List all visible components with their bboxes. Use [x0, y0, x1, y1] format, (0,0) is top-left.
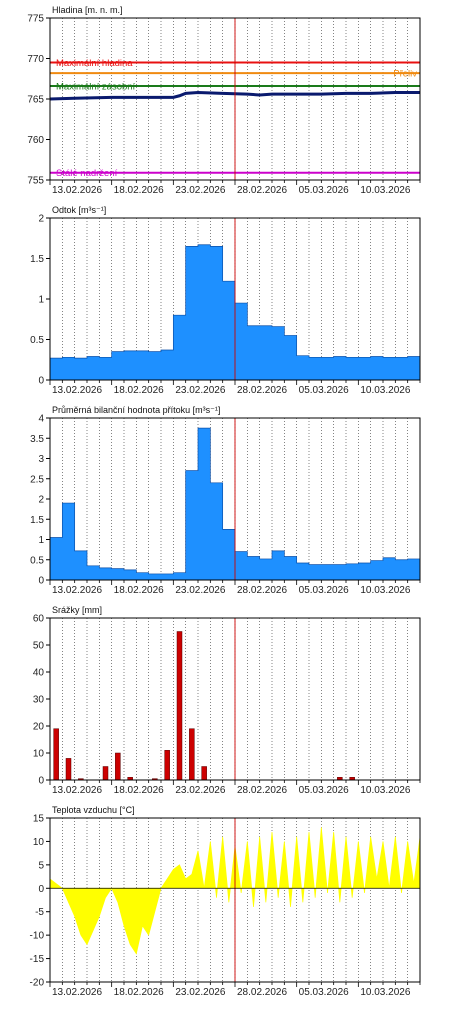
x-tick-label: 18.02.2026: [114, 785, 164, 796]
x-tick-label: 10.03.2026: [360, 785, 410, 796]
reference-label: Stálé nadržení: [56, 168, 118, 179]
x-tick-label: 18.02.2026: [114, 185, 164, 196]
x-tick-label: 28.02.2026: [237, 585, 287, 596]
y-tick-label: 755: [27, 176, 44, 187]
x-tick-label: 13.02.2026: [52, 385, 102, 396]
series-area: [49, 827, 421, 955]
reference-label: Maximální zásobní: [56, 82, 136, 93]
y-tick-label: -15: [30, 954, 45, 965]
y-tick-label: 2: [38, 495, 44, 506]
rain-bar: [176, 631, 183, 781]
y-tick-label: 3: [38, 454, 44, 465]
x-tick-label: 10.03.2026: [360, 385, 410, 396]
x-tick-label: 10.03.2026: [360, 185, 410, 196]
y-tick-label: 50: [33, 641, 45, 652]
y-tick-label: 770: [27, 54, 44, 65]
x-tick-label: 23.02.2026: [175, 185, 225, 196]
y-tick-label: -20: [30, 978, 45, 989]
x-tick-label: 13.02.2026: [52, 987, 102, 998]
x-tick-label: 13.02.2026: [52, 785, 102, 796]
y-tick-label: 0: [38, 576, 44, 587]
y-tick-label: 3.5: [30, 434, 44, 445]
y-tick-label: 20: [33, 722, 45, 733]
y-tick-label: 30: [33, 695, 45, 706]
x-tick-label: 28.02.2026: [237, 987, 287, 998]
y-tick-label: 1.5: [30, 254, 44, 265]
y-tick-label: 60: [33, 614, 45, 625]
x-tick-label: 23.02.2026: [175, 585, 225, 596]
rain-bar: [53, 728, 59, 781]
x-tick-label: 18.02.2026: [114, 585, 164, 596]
x-tick-label: 05.03.2026: [299, 385, 349, 396]
reference-label: Maximální hladina: [56, 58, 133, 69]
x-tick-label: 18.02.2026: [114, 987, 164, 998]
x-tick-label: 05.03.2026: [299, 785, 349, 796]
y-tick-label: 0.5: [30, 555, 44, 566]
y-tick-label: 2: [38, 214, 44, 225]
panel-teplota: Teplota vzduchu [°C] -20 -15 -10 -5 0 5 10 15 13.…: [30, 805, 421, 998]
y-tick-label: 0: [38, 776, 44, 787]
panel-title: Srážky [mm]: [52, 605, 102, 615]
panel-srazky: Srážky [mm] 0 10 20 30 40 50 60 13.02.2026 18.02.…: [33, 605, 421, 796]
panel-title: Teplota vzduchu [°C]: [52, 805, 135, 815]
rain-bar: [189, 728, 195, 781]
y-tick-label: 0: [38, 376, 44, 387]
x-tick-label: 10.03.2026: [360, 585, 410, 596]
x-tick-label: 23.02.2026: [175, 385, 225, 396]
y-tick-label: -10: [30, 931, 45, 942]
y-tick-label: 5: [38, 860, 44, 871]
y-tick-label: 40: [33, 668, 45, 679]
x-tick-label: 13.02.2026: [52, 185, 102, 196]
x-tick-label: 23.02.2026: [175, 987, 225, 998]
x-tick-label: 10.03.2026: [360, 987, 410, 998]
y-tick-label: 1.5: [30, 515, 44, 526]
x-tick-label: 28.02.2026: [237, 185, 287, 196]
x-tick-label: 23.02.2026: [175, 785, 225, 796]
y-tick-label: 1: [38, 535, 44, 546]
y-tick-label: 15: [33, 814, 45, 825]
rain-bar: [164, 750, 170, 781]
x-tick-label: 05.03.2026: [299, 185, 349, 196]
x-tick-label: 05.03.2026: [299, 987, 349, 998]
x-tick-label: 28.02.2026: [237, 785, 287, 796]
x-tick-label: 28.02.2026: [237, 385, 287, 396]
x-tick-label: 05.03.2026: [299, 585, 349, 596]
panel-hladina: Hladina [m. n. m.] Maximální hladina Přeli…: [27, 5, 421, 196]
y-tick-label: 2.5: [30, 474, 44, 485]
y-tick-label: 1: [38, 295, 44, 306]
panel-pritok: Průměrná bilanční hodnota přítoku [m³s⁻¹…: [30, 405, 421, 596]
y-tick-label: 4: [38, 414, 44, 425]
y-tick-label: -5: [35, 907, 44, 918]
y-tick-label: 775: [27, 14, 44, 25]
rain-bar: [115, 752, 121, 781]
panel-title: Odtok [m³s⁻¹]: [52, 205, 106, 215]
x-tick-label: 13.02.2026: [52, 585, 102, 596]
y-tick-label: 765: [27, 95, 44, 106]
panel-title: Hladina [m. n. m.]: [52, 5, 123, 15]
y-tick-label: 10: [33, 749, 45, 760]
y-tick-label: 0: [38, 884, 44, 895]
rain-bar: [201, 766, 207, 781]
panel-title: Průměrná bilanční hodnota přítoku [m³s⁻¹…: [52, 405, 220, 415]
y-tick-label: 10: [33, 837, 45, 848]
reference-label: Přeliv: [393, 69, 417, 80]
rain-bar: [65, 758, 72, 781]
panel-odtok: Odtok [m³s⁻¹] 0 0.5 1 1.5 2 13.02.2026 18.02.20…: [30, 205, 421, 396]
x-tick-label: 18.02.2026: [114, 385, 164, 396]
y-tick-label: 760: [27, 135, 44, 146]
y-tick-label: 0.5: [30, 335, 44, 346]
rain-bar: [102, 766, 109, 781]
